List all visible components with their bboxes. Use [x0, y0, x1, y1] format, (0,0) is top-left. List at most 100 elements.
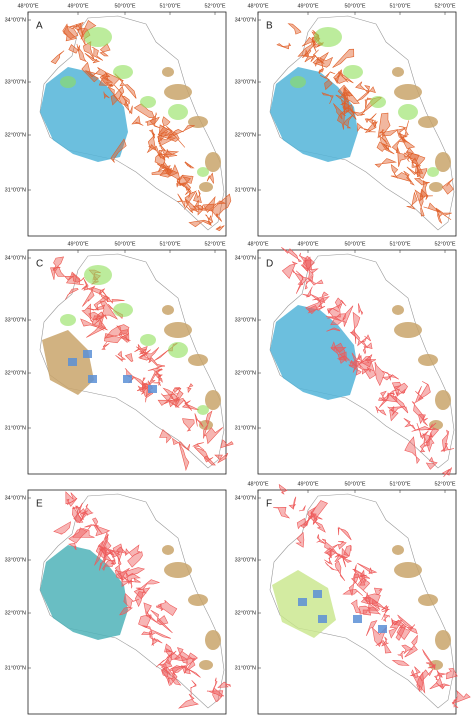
tan-patch [418, 594, 438, 606]
red-polygon [190, 680, 197, 696]
red-polygon [155, 650, 177, 668]
red-polygon [72, 502, 83, 515]
red-polygon [186, 383, 194, 394]
latitude-label: 32°0'0"N [5, 610, 26, 616]
red-polygon [377, 112, 391, 139]
red-polygon [435, 207, 444, 224]
red-polygon [185, 185, 192, 198]
red-polygon [147, 131, 157, 151]
red-polygon [103, 91, 110, 99]
longitude-label: 52°0'0"E [434, 241, 455, 247]
red-polygon [413, 177, 430, 186]
red-polygon [188, 219, 213, 228]
red-polygon [143, 602, 152, 619]
red-polygon [350, 599, 362, 613]
latitude-label: 31°0'0"N [235, 665, 256, 671]
red-polygon [391, 660, 410, 666]
red-polygon [371, 598, 391, 612]
red-polygon [314, 520, 326, 533]
tan-patch [164, 322, 192, 338]
blue-square [83, 350, 92, 358]
red-polygon [281, 247, 303, 263]
latitude-label: 31°0'0"N [235, 187, 256, 193]
red-polygon [278, 483, 288, 495]
tan-patch [188, 354, 208, 366]
red-polygon [159, 149, 180, 157]
green-patch [113, 65, 133, 79]
red-polygon [295, 270, 309, 294]
red-polygon [131, 115, 144, 126]
red-polygon [358, 303, 364, 316]
region-outline [39, 15, 225, 231]
red-polygon [359, 605, 371, 615]
red-polygon [50, 50, 65, 65]
latitude-label: 31°0'0"N [5, 665, 26, 671]
tan-patch [188, 594, 208, 606]
longitude-label: 48°0'0"E [17, 3, 38, 9]
green-patch [168, 104, 188, 120]
red-polygon [63, 25, 79, 40]
red-polygon [214, 452, 229, 464]
longitude-label: 50°0'0"E [344, 481, 365, 487]
red-polygon [334, 560, 346, 581]
red-polygon [113, 84, 130, 107]
red-polygon [441, 178, 454, 195]
red-polygon [145, 116, 160, 126]
red-polygon [123, 593, 139, 609]
latitude-label: 34°0'0"N [235, 495, 256, 501]
red-polygon [215, 213, 223, 222]
red-polygon [84, 53, 101, 64]
red-polygon [411, 669, 424, 692]
red-polygon [364, 119, 377, 134]
red-polygon [72, 273, 85, 283]
red-polygon [311, 513, 323, 525]
tan-patch [205, 630, 221, 650]
latitude-label: 33°0'0"N [235, 317, 256, 323]
red-polygon [125, 571, 141, 585]
red-polygon [416, 671, 426, 694]
red-polygon [134, 344, 148, 355]
panel-label: A [36, 21, 43, 32]
red-polygon [204, 214, 214, 226]
latitude-label: 31°0'0"N [5, 425, 26, 431]
red-polygon [330, 341, 347, 364]
tan-patch [392, 545, 404, 555]
red-polygon [378, 392, 390, 409]
green-patch [343, 65, 363, 79]
red-polygon [119, 606, 133, 616]
tan-patch [435, 630, 451, 650]
red-polygon [177, 193, 186, 208]
red-polygon [288, 496, 297, 510]
red-polygon [381, 636, 389, 647]
red-polygon [157, 399, 180, 408]
red-polygon [68, 21, 84, 31]
red-polygon [141, 377, 148, 391]
red-polygon [160, 116, 171, 128]
map-panel: D 48°0'0"E 49°0'0"E 50°0'0"E 51°0'0"E 52°0'0"… [235, 241, 457, 478]
red-polygon [366, 118, 378, 128]
red-polygon [99, 43, 111, 57]
red-polygon [116, 325, 130, 343]
red-polygon [85, 67, 108, 78]
latitude-label: 32°0'0"N [235, 370, 256, 376]
red-polygon [301, 36, 316, 47]
red-polygon [151, 168, 173, 175]
red-polygon [154, 373, 163, 383]
longitude-label: 51°0'0"E [159, 241, 180, 247]
red-polygon [333, 103, 346, 120]
red-polygon [381, 370, 393, 381]
red-polygon [352, 352, 363, 373]
red-polygon [141, 631, 152, 638]
red-polygon [122, 575, 133, 589]
latitude-label: 34°0'0"N [235, 17, 256, 23]
tan-patch [162, 67, 174, 77]
red-polygon [298, 505, 306, 512]
red-polygon [204, 427, 224, 445]
red-polygon [124, 353, 134, 362]
red-polygon [374, 361, 385, 387]
longitude-label: 52°0'0"E [434, 481, 455, 487]
red-polygon [101, 341, 110, 350]
red-polygon [176, 180, 182, 188]
red-polygon [281, 261, 298, 280]
red-network [273, 483, 471, 708]
